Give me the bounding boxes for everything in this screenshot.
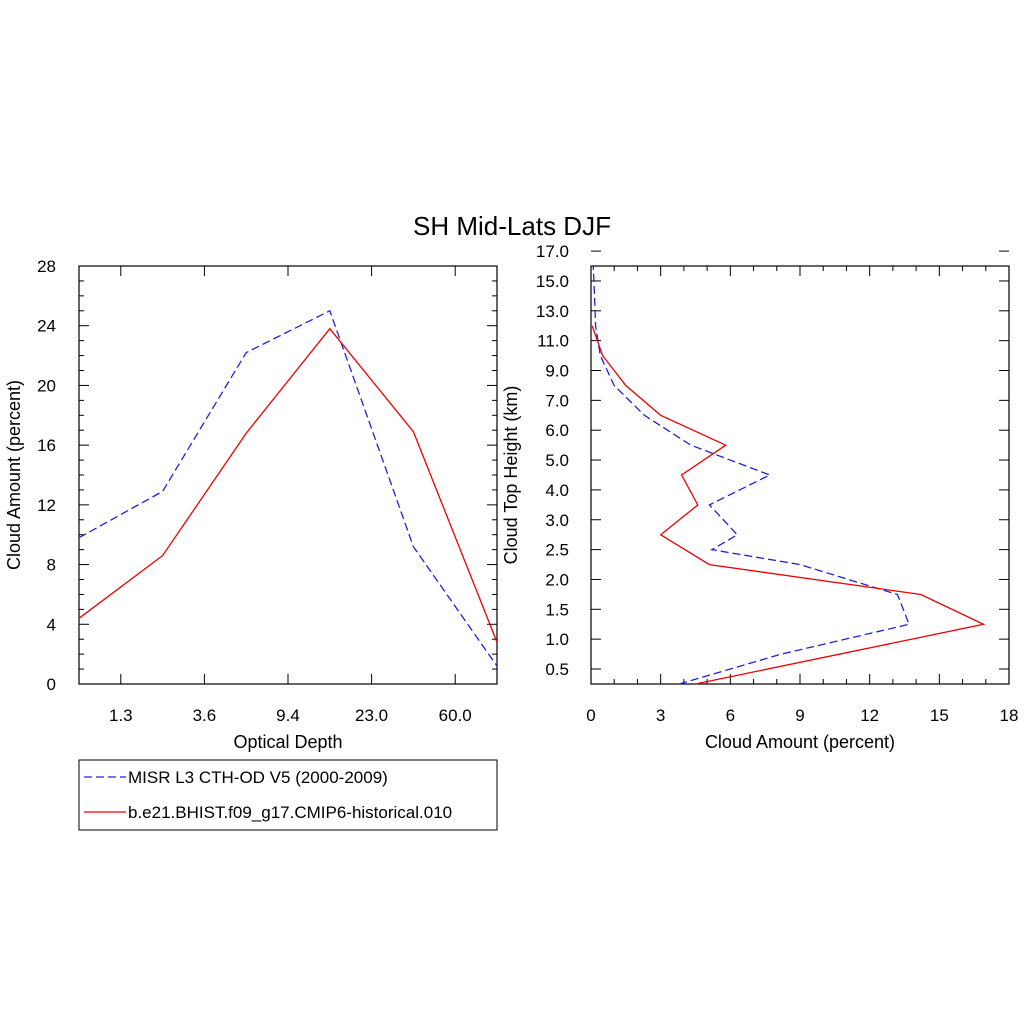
- right-y-tick-label: 15.0: [536, 272, 569, 291]
- left-y-tick-label: 16: [37, 436, 56, 455]
- right-x-tick-label: 9: [795, 706, 804, 725]
- right-x-tick-label: 12: [860, 706, 879, 725]
- left-series-line-misr: [78, 309, 498, 667]
- legend-label-misr: MISR L3 CTH-OD V5 (2000-2009): [128, 768, 388, 787]
- right-series-lines: [591, 266, 986, 685]
- right-y-tick-label: 17.0: [536, 242, 569, 261]
- left-x-tick-label: 9.4: [276, 706, 300, 725]
- legend: MISR L3 CTH-OD V5 (2000-2009) b.e21.BHIS…: [78, 759, 498, 831]
- right-panel-cloud-top-height: 0 3 6 9 12 15 18 0.5 1.0 1.5 2.0 2.5 3.0 4.0 5.0 6.0 7.0…: [501, 242, 1018, 752]
- left-plot-frame: [78, 265, 498, 685]
- right-x-tick-label: 3: [656, 706, 665, 725]
- right-plot-frame: [590, 265, 1010, 685]
- left-panel-optical-depth: 1.3 3.6 9.4 23.0 60.0 0 4 8 12 16 20 24 28 Optical D…: [4, 257, 498, 752]
- right-y-tick-label: 13.0: [536, 302, 569, 321]
- left-y-tick-label: 28: [37, 257, 56, 276]
- right-y-tick-label: 2.0: [545, 570, 569, 589]
- left-x-axis-title: Optical Depth: [233, 732, 342, 752]
- left-y-tick-label: 20: [37, 376, 56, 395]
- left-x-tick-label: 1.3: [109, 706, 133, 725]
- right-y-tick-label: 3.0: [545, 511, 569, 530]
- right-series-line-misr: [592, 266, 910, 685]
- right-x-tick-label: 15: [930, 706, 949, 725]
- left-series-line-model: [78, 327, 498, 643]
- right-ticks: 0 3 6 9 12 15 18 0.5 1.0 1.5 2.0 2.5 3.0 4.0 5.0 6.0 7.0…: [536, 242, 1019, 725]
- legend-label-model: b.e21.BHIST.f09_g17.CMIP6-historical.010: [128, 803, 452, 822]
- right-y-tick-label: 5.0: [545, 451, 569, 470]
- right-y-tick-label: 11.0: [537, 332, 569, 351]
- left-series-lines: [78, 309, 498, 667]
- left-y-tick-label: 24: [37, 317, 56, 336]
- right-x-tick-label: 6: [726, 706, 735, 725]
- right-y-axis-title: Cloud Top Height (km): [501, 386, 521, 565]
- right-y-tick-label: 4.0: [545, 481, 569, 500]
- right-y-tick-label: 7.0: [545, 391, 569, 410]
- right-x-axis-title: Cloud Amount (percent): [705, 732, 895, 752]
- right-y-tick-label: 1.5: [545, 600, 569, 619]
- right-y-tick-label: 9.0: [545, 362, 569, 381]
- right-y-tick-label: 6.0: [545, 421, 569, 440]
- left-x-tick-label: 23.0: [355, 706, 388, 725]
- left-y-tick-label: 12: [37, 496, 56, 515]
- left-ticks: 1.3 3.6 9.4 23.0 60.0 0 4 8 12 16 20 24 28: [37, 257, 497, 725]
- right-y-tick-label: 0.5: [545, 660, 569, 679]
- right-series-line-model: [591, 325, 986, 685]
- left-y-tick-label: 0: [47, 675, 56, 694]
- left-y-tick-label: 8: [47, 556, 56, 575]
- left-x-tick-label: 60.0: [439, 706, 472, 725]
- left-y-axis-title: Cloud Amount (percent): [4, 380, 24, 570]
- legend-box: [78, 759, 498, 831]
- left-x-tick-label: 3.6: [193, 706, 217, 725]
- chart-title: SH Mid-Lats DJF: [413, 211, 611, 241]
- left-y-tick-label: 4: [47, 615, 56, 634]
- right-y-tick-label: 1.0: [545, 630, 569, 649]
- right-y-tick-label: 2.5: [545, 541, 569, 560]
- right-x-tick-label: 18: [1000, 706, 1019, 725]
- right-x-tick-label: 0: [586, 706, 595, 725]
